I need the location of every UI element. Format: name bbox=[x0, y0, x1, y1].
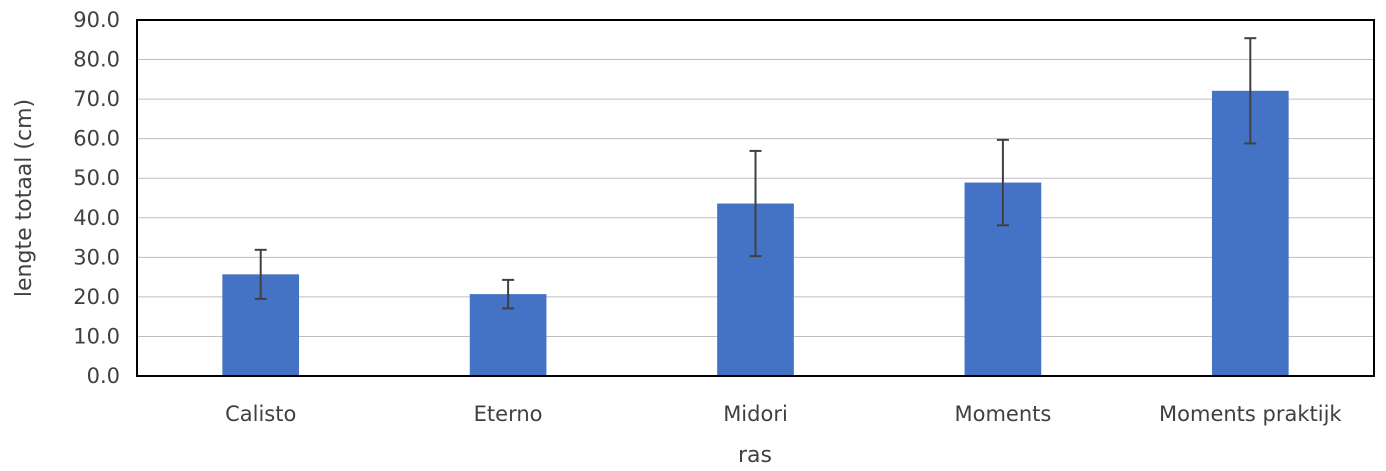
x-tick-label: Eterno bbox=[474, 402, 543, 426]
x-tick-label: Moments bbox=[954, 402, 1051, 426]
bars bbox=[222, 90, 1289, 376]
x-tick-label: Midori bbox=[723, 402, 788, 426]
y-tick-label: 50.0 bbox=[73, 166, 120, 190]
y-tick-label: 40.0 bbox=[73, 206, 120, 230]
y-tick-label: 70.0 bbox=[73, 87, 120, 111]
x-axis-tick-labels: Calisto Eterno Midori Moments Moments prakti… bbox=[225, 402, 1342, 426]
y-tick-label: 20.0 bbox=[73, 285, 120, 309]
y-tick-label: 60.0 bbox=[73, 127, 120, 151]
y-tick-label: 30.0 bbox=[73, 245, 120, 269]
y-axis-tick-labels: 0.0 10.0 20.0 30.0 40.0 50.0 60.0 70.0 80.0 90.0 bbox=[73, 8, 120, 388]
y-tick-label: 10.0 bbox=[73, 324, 120, 348]
y-tick-label: 90.0 bbox=[73, 8, 120, 32]
y-axis-title: lengte totaal (cm) bbox=[12, 99, 37, 297]
x-tick-label: Calisto bbox=[225, 402, 296, 426]
y-tick-label: 0.0 bbox=[87, 364, 120, 388]
y-tick-label: 80.0 bbox=[73, 48, 120, 72]
plot-area-frame bbox=[136, 19, 1375, 377]
x-tick-label: Moments praktijk bbox=[1159, 402, 1342, 426]
error-bars bbox=[254, 37, 1257, 310]
x-axis-title: ras bbox=[738, 443, 772, 468]
